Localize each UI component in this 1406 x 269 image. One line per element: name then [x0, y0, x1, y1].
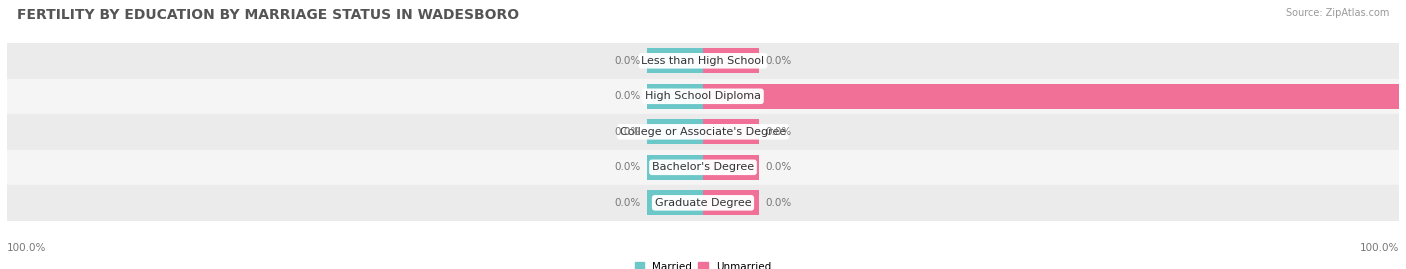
Bar — [7, 150, 1399, 185]
Text: 0.0%: 0.0% — [766, 198, 792, 208]
Text: 0.0%: 0.0% — [614, 162, 640, 172]
Text: 0.0%: 0.0% — [614, 56, 640, 66]
Bar — [7, 185, 1399, 221]
Bar — [703, 190, 759, 215]
Bar — [703, 48, 759, 73]
Text: High School Diploma: High School Diploma — [645, 91, 761, 101]
Text: 0.0%: 0.0% — [614, 198, 640, 208]
Bar — [647, 84, 703, 109]
Text: 0.0%: 0.0% — [614, 91, 640, 101]
Text: Bachelor's Degree: Bachelor's Degree — [652, 162, 754, 172]
Text: 100.0%: 100.0% — [1360, 243, 1399, 253]
Text: 0.0%: 0.0% — [614, 127, 640, 137]
Text: Source: ZipAtlas.com: Source: ZipAtlas.com — [1285, 8, 1389, 18]
Bar — [647, 48, 703, 73]
Bar — [703, 155, 759, 180]
Text: Less than High School: Less than High School — [641, 56, 765, 66]
Text: 100.0%: 100.0% — [7, 243, 46, 253]
Legend: Married, Unmarried: Married, Unmarried — [634, 262, 772, 269]
Bar — [647, 155, 703, 180]
Text: Graduate Degree: Graduate Degree — [655, 198, 751, 208]
Text: 0.0%: 0.0% — [766, 56, 792, 66]
Text: 0.0%: 0.0% — [766, 162, 792, 172]
Text: College or Associate's Degree: College or Associate's Degree — [620, 127, 786, 137]
Text: 0.0%: 0.0% — [766, 127, 792, 137]
Text: FERTILITY BY EDUCATION BY MARRIAGE STATUS IN WADESBORO: FERTILITY BY EDUCATION BY MARRIAGE STATU… — [17, 8, 519, 22]
Bar — [7, 43, 1399, 79]
Bar — [703, 84, 1399, 109]
Bar — [647, 119, 703, 144]
Bar — [647, 190, 703, 215]
Bar — [7, 114, 1399, 150]
Bar — [7, 79, 1399, 114]
Bar — [703, 119, 759, 144]
